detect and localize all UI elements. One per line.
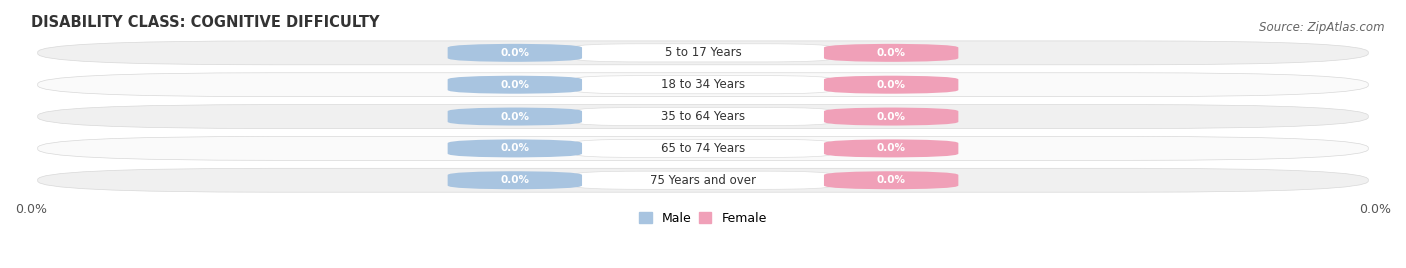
Text: 0.0%: 0.0% (877, 175, 905, 185)
FancyBboxPatch shape (447, 44, 582, 62)
Text: Source: ZipAtlas.com: Source: ZipAtlas.com (1260, 21, 1385, 35)
Text: 5 to 17 Years: 5 to 17 Years (665, 46, 741, 59)
FancyBboxPatch shape (575, 171, 831, 189)
FancyBboxPatch shape (38, 73, 1368, 97)
FancyBboxPatch shape (447, 76, 582, 94)
Text: 0.0%: 0.0% (501, 48, 529, 58)
FancyBboxPatch shape (575, 139, 831, 158)
FancyBboxPatch shape (38, 136, 1368, 160)
Text: 0.0%: 0.0% (501, 111, 529, 122)
FancyBboxPatch shape (38, 105, 1368, 128)
Text: DISABILITY CLASS: COGNITIVE DIFFICULTY: DISABILITY CLASS: COGNITIVE DIFFICULTY (31, 15, 380, 30)
Text: 0.0%: 0.0% (501, 143, 529, 153)
FancyBboxPatch shape (575, 76, 831, 94)
Text: 65 to 74 Years: 65 to 74 Years (661, 142, 745, 155)
FancyBboxPatch shape (447, 107, 582, 126)
FancyBboxPatch shape (38, 168, 1368, 192)
FancyBboxPatch shape (38, 41, 1368, 65)
Text: 75 Years and over: 75 Years and over (650, 174, 756, 187)
Text: 0.0%: 0.0% (877, 80, 905, 90)
Text: 0.0%: 0.0% (501, 80, 529, 90)
Text: 0.0%: 0.0% (877, 111, 905, 122)
FancyBboxPatch shape (824, 107, 959, 126)
FancyBboxPatch shape (824, 171, 959, 189)
FancyBboxPatch shape (575, 107, 831, 126)
Text: 35 to 64 Years: 35 to 64 Years (661, 110, 745, 123)
Text: 0.0%: 0.0% (877, 48, 905, 58)
Text: 0.0%: 0.0% (877, 143, 905, 153)
Text: 18 to 34 Years: 18 to 34 Years (661, 78, 745, 91)
FancyBboxPatch shape (824, 44, 959, 62)
FancyBboxPatch shape (447, 171, 582, 189)
FancyBboxPatch shape (447, 139, 582, 158)
Text: 0.0%: 0.0% (501, 175, 529, 185)
FancyBboxPatch shape (824, 76, 959, 94)
Legend: Male, Female: Male, Female (637, 209, 769, 227)
FancyBboxPatch shape (824, 139, 959, 158)
FancyBboxPatch shape (575, 44, 831, 62)
